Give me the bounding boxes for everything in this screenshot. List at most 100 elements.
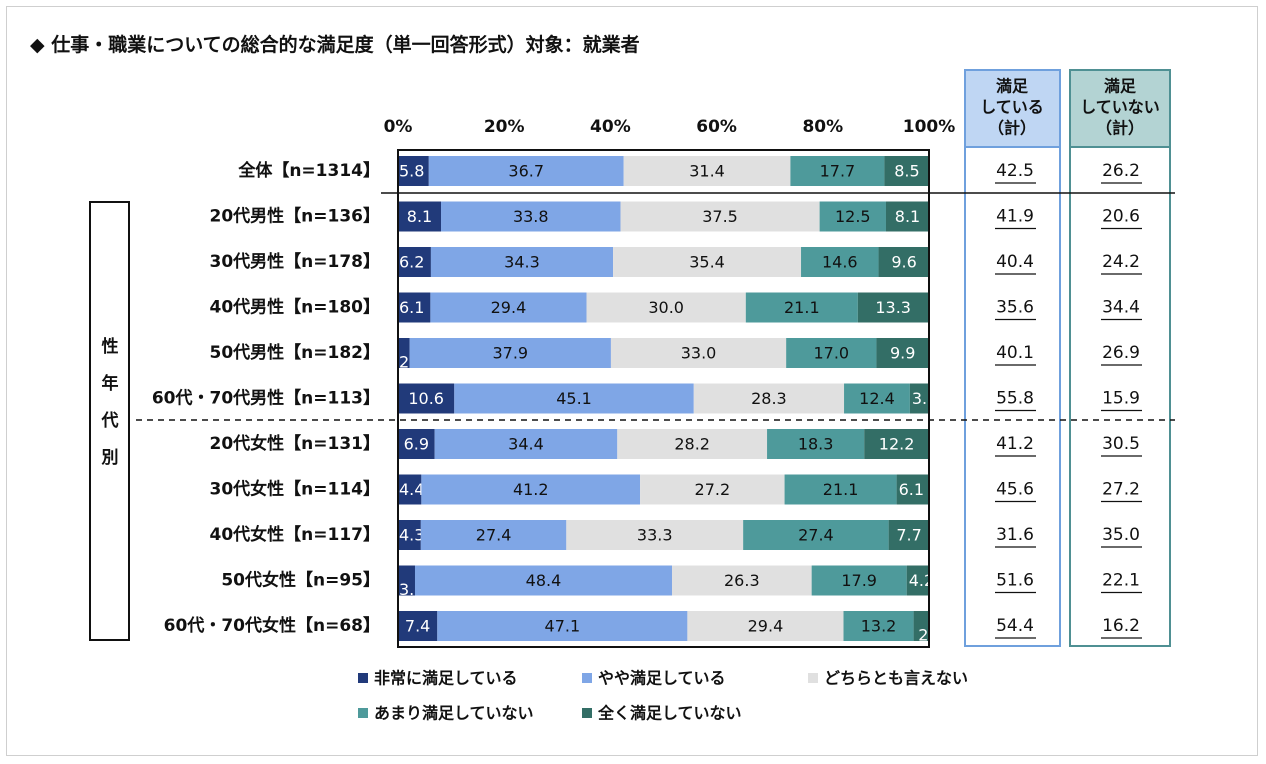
data-label: 27.2 xyxy=(695,480,731,499)
group-label-char: 代 xyxy=(101,410,119,431)
data-label: 9.9 xyxy=(890,344,915,363)
bar-segment xyxy=(876,338,929,368)
dissatisfied-total-value: 27.2 xyxy=(1102,480,1140,500)
data-label: 8.1 xyxy=(407,207,432,226)
data-label: 45.1 xyxy=(556,389,592,408)
bar-segment xyxy=(398,611,438,641)
data-label: 3.5 xyxy=(912,389,937,408)
satisfied-header-line: （計） xyxy=(988,119,1036,138)
satisfied-total-value: 35.6 xyxy=(996,298,1034,318)
data-label: 37.9 xyxy=(492,344,528,363)
bar-segment xyxy=(610,338,787,368)
bar-segment xyxy=(623,156,791,186)
chart-frame xyxy=(6,6,1258,756)
category-label: 30代男性【n=178】 xyxy=(210,251,381,272)
bar-segment xyxy=(819,201,886,232)
satisfied-total-value: 31.6 xyxy=(996,525,1034,545)
bar-segment xyxy=(790,156,885,186)
bar-segment xyxy=(687,611,844,641)
bar-segment xyxy=(398,520,421,550)
bar-segment xyxy=(428,156,624,186)
x-tick-label: 60% xyxy=(696,117,737,137)
x-tick-label: 20% xyxy=(484,117,525,137)
dissatisfied-total-value: 30.5 xyxy=(1102,434,1140,454)
data-label: 7.4 xyxy=(405,617,430,636)
satisfied-total-value: 41.9 xyxy=(996,207,1034,227)
data-label: 8.1 xyxy=(895,207,920,226)
data-label: 13.2 xyxy=(861,617,897,636)
category-label: 30代女性【n=114】 xyxy=(210,479,381,500)
bar-segment xyxy=(640,474,785,505)
data-label: 27.4 xyxy=(798,526,834,545)
data-label: 4.4 xyxy=(399,480,424,499)
data-label: 7.7 xyxy=(896,526,921,545)
bar-segment xyxy=(620,201,820,232)
dissatisfied-total-value: 26.2 xyxy=(1102,161,1140,181)
data-label: 6.1 xyxy=(399,298,424,317)
bar-segment xyxy=(811,565,907,596)
data-label: 12.5 xyxy=(835,207,871,226)
legend-swatch xyxy=(582,673,592,683)
data-label: 18.3 xyxy=(798,435,834,454)
data-label: 6.2 xyxy=(399,253,424,272)
bar-segment xyxy=(857,292,929,323)
bar-segment xyxy=(844,383,910,414)
bar-segment xyxy=(398,156,429,186)
bar-segment xyxy=(409,338,611,368)
x-tick-label: 80% xyxy=(802,117,843,137)
bar-segment xyxy=(454,383,694,414)
category-label: 20代男性【n=136】 xyxy=(210,206,381,227)
bar-segment xyxy=(693,383,845,414)
bar-segment xyxy=(566,520,744,550)
x-tick-label: 0% xyxy=(384,117,413,137)
data-label: 10.6 xyxy=(408,389,444,408)
bar-segment xyxy=(801,247,879,277)
dissatisfied-total-value: 16.2 xyxy=(1102,616,1140,636)
bar-segment xyxy=(843,611,914,641)
bar-segment xyxy=(437,611,688,641)
bar-segment xyxy=(430,247,614,277)
category-label: 40代男性【n=180】 xyxy=(210,297,381,318)
data-label: 41.2 xyxy=(513,480,549,499)
bar-segment xyxy=(398,565,415,596)
bar-segment xyxy=(896,474,929,505)
data-label: 27.4 xyxy=(476,526,512,545)
bar-segment xyxy=(864,429,929,459)
data-label: 28.3 xyxy=(751,389,787,408)
data-label: 13.3 xyxy=(875,298,911,317)
data-label: 14.6 xyxy=(822,253,858,272)
bar-segment xyxy=(884,156,930,186)
data-label: 6.9 xyxy=(404,435,429,454)
bar-segment xyxy=(745,292,858,323)
x-tick-label: 100% xyxy=(903,117,956,137)
bar-segment xyxy=(398,474,422,505)
dissatisfied-total-value: 20.6 xyxy=(1102,207,1140,227)
legend-swatch xyxy=(808,673,818,683)
data-label: 33.3 xyxy=(637,526,673,545)
legend-label: どちらとも言えない xyxy=(824,669,968,688)
group-bracket xyxy=(89,201,130,641)
x-tick-label: 40% xyxy=(590,117,631,137)
data-label: 35.4 xyxy=(689,253,725,272)
bar-segment xyxy=(784,474,897,505)
legend-swatch xyxy=(358,708,368,718)
data-label: 29.4 xyxy=(491,298,527,317)
data-label: 48.4 xyxy=(526,571,562,590)
legend-label: やや満足している xyxy=(598,669,726,688)
bar-segment xyxy=(671,565,812,596)
bar-segment xyxy=(398,292,431,323)
bar-segment xyxy=(885,201,929,232)
bar-segment xyxy=(414,565,672,596)
satisfied-total-value: 55.8 xyxy=(996,389,1034,409)
legend-swatch xyxy=(358,673,368,683)
bar-segment xyxy=(617,429,768,459)
data-label: 21.1 xyxy=(823,480,859,499)
data-label: 34.3 xyxy=(504,253,540,272)
bar-segment xyxy=(743,520,889,550)
data-label: 36.7 xyxy=(508,162,544,181)
bar-segment xyxy=(434,429,618,459)
bar-segment xyxy=(913,611,929,641)
chart-title: ◆ 仕事・職業についての総合的な満足度（単一回答形式）対象：就業者 xyxy=(30,33,640,56)
data-label: 17.7 xyxy=(820,162,856,181)
satisfied-total-value: 40.1 xyxy=(996,343,1034,363)
